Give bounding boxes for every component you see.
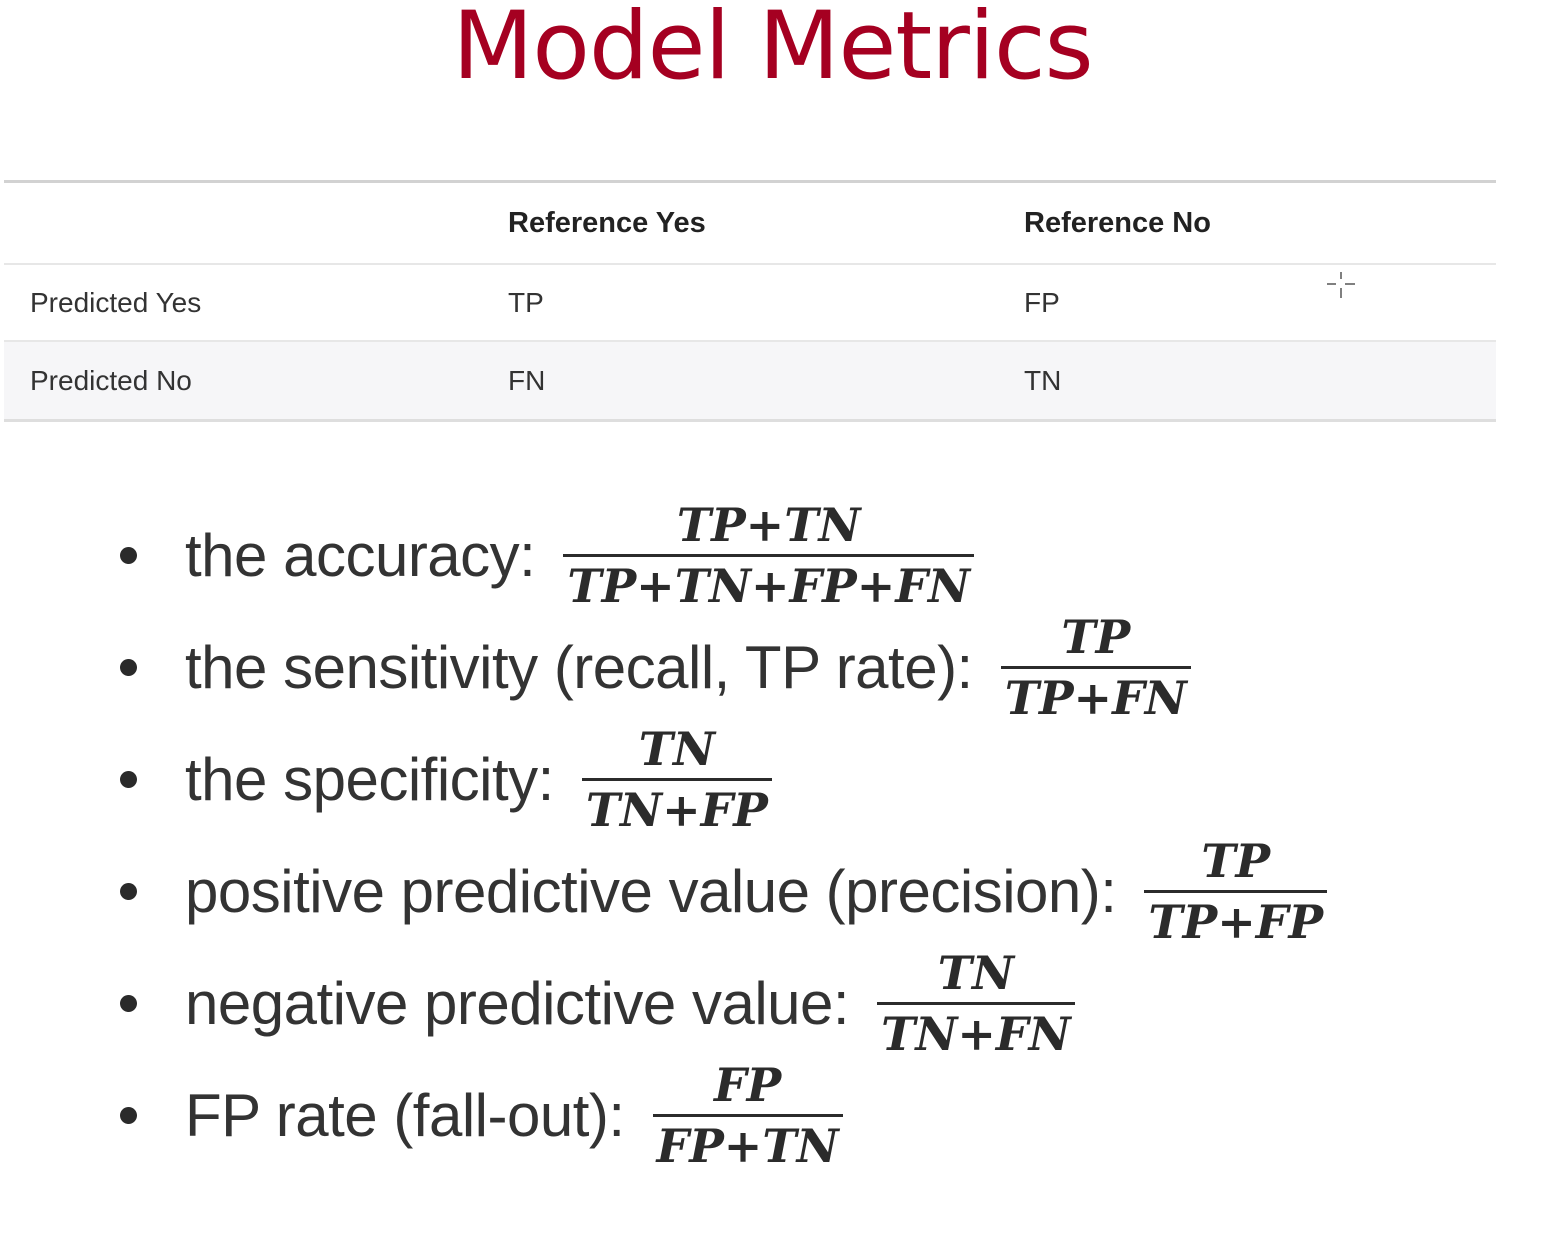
crosshair-cursor-icon [1327,272,1355,298]
cell-tn: TN [1024,364,1062,396]
bullet-dot [120,882,137,900]
formula-numerator: TP+TN [676,497,861,552]
metric-label: the sensitivity (recall, TP rate): [185,633,973,701]
formula-fraction: TP TP+FP [1144,833,1328,949]
formula-fraction: TP+TN TP+TN+FP+FN [563,497,975,613]
row-label-predicted-no: Predicted No [30,364,192,396]
metric-negative-predictive-value: negative predictive value: TN TN+FN [120,946,1075,1061]
row-label-predicted-yes: Predicted Yes [30,286,202,318]
formula-numerator: TN [937,945,1014,1000]
bullet-dot [120,994,137,1012]
formula-fraction: FP FP+TN [652,1057,843,1173]
formula-denominator: TP+FP [1144,889,1328,949]
metric-fp-rate: FP rate (fall-out): FP FP+TN [120,1057,843,1173]
bullet-dot [120,658,137,676]
table-row-predicted-no: Predicted No FN TN [4,342,1496,419]
formula-denominator: FP+TN [652,1113,843,1173]
metric-positive-predictive-value: positive predictive value (precision): T… [120,833,1328,949]
metric-sensitivity: the sensitivity (recall, TP rate): TP TP… [120,609,1191,725]
cell-fp: FP [1024,286,1060,318]
bullet-dot [120,770,137,788]
cell-fn: FN [508,364,546,396]
formula-denominator: TN+FP [581,777,772,837]
table-row-predicted-yes: Predicted Yes TP FP [4,265,1496,342]
confusion-matrix-table: Reference Yes Reference No Predicted Yes… [4,180,1496,422]
formula-numerator: TN [638,721,715,776]
metric-label: the specificity: [185,745,554,813]
header-cell-reference-yes: Reference Yes [508,206,706,239]
header-cell-reference-no: Reference No [1024,206,1211,239]
formula-fraction: TP TP+FN [1000,609,1191,725]
metric-label: negative predictive value: [185,969,850,1037]
page-title: Model Metrics [452,0,1093,101]
formula-denominator: TP+FN [1000,665,1191,725]
formula-numerator: TP [1061,609,1131,664]
bullet-dot [120,546,137,564]
formula-denominator: TN+FN [877,1001,1075,1061]
metric-label: FP rate (fall-out): [185,1081,625,1149]
formula-numerator: TP [1201,833,1271,888]
formula-fraction: TN TN+FP [581,721,772,837]
bullet-dot [120,1106,137,1124]
formula-denominator: TP+TN+FP+FN [563,553,975,613]
metric-specificity: the specificity: TN TN+FP [120,721,772,837]
metric-label: the accuracy: [185,521,536,589]
cell-tp: TP [508,286,544,318]
formula-numerator: FP [713,1057,782,1112]
metric-accuracy: the accuracy: TP+TN TP+TN+FP+FN [120,497,975,613]
table-header-row: Reference Yes Reference No [4,183,1496,265]
metric-label: positive predictive value (precision): [185,857,1117,925]
formula-fraction: TN TN+FN [877,946,1075,1061]
